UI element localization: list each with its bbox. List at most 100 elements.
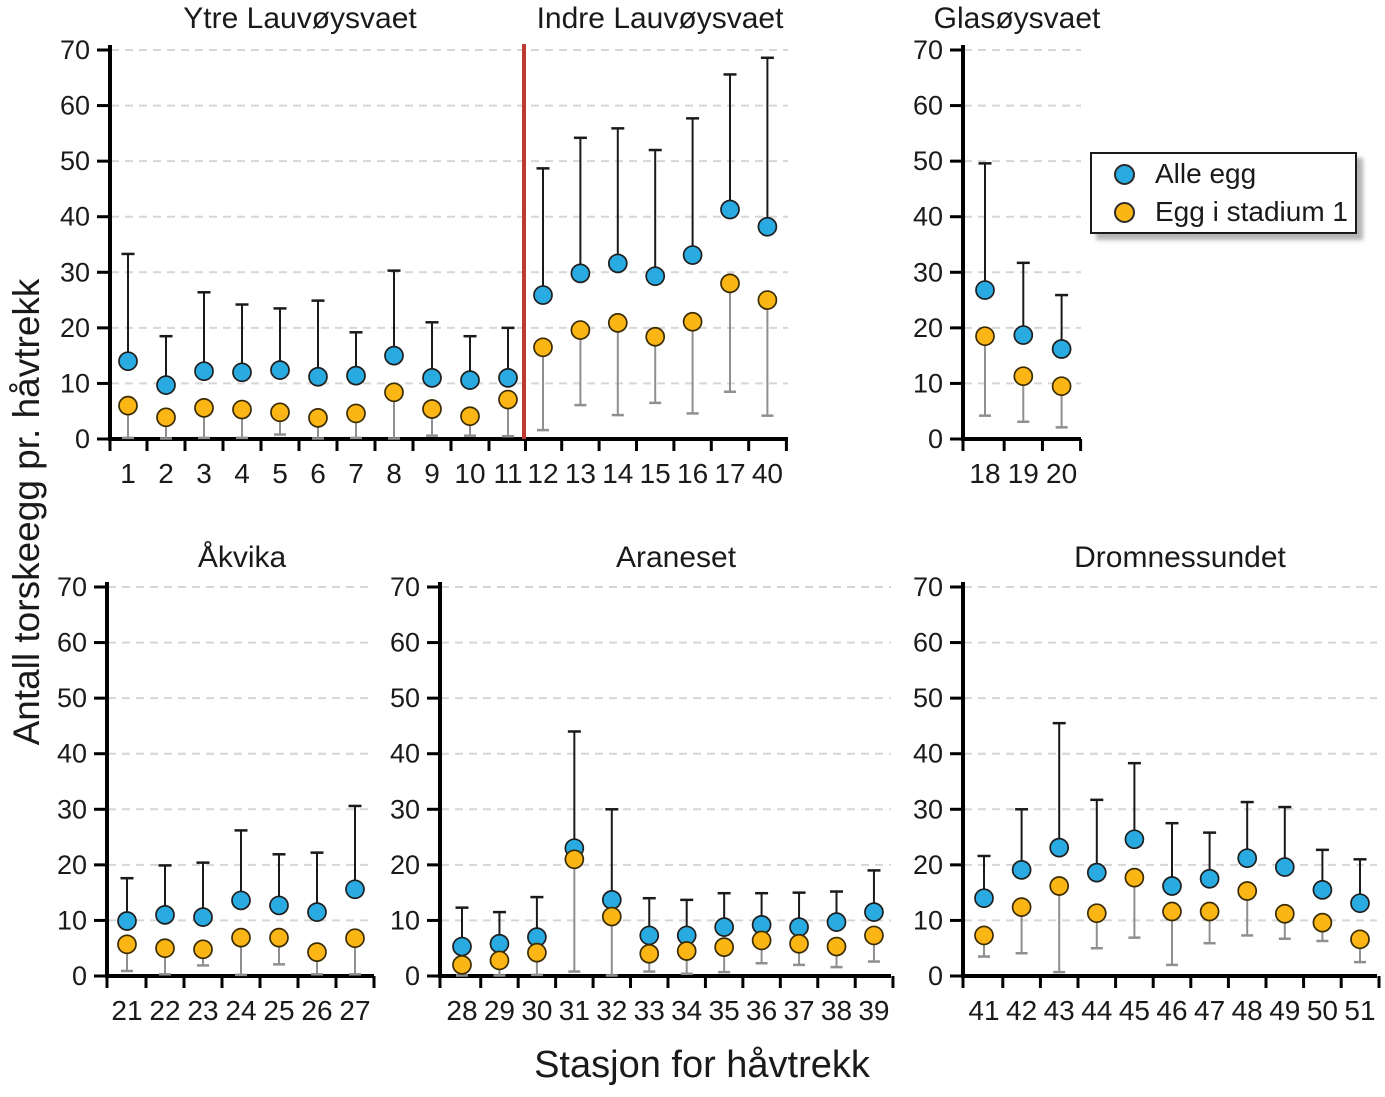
y-tick-label: 30 [60, 257, 90, 287]
x-tick-label: 44 [1081, 995, 1112, 1026]
egg-stadium-1-marker [452, 955, 472, 975]
y-tick-label: 70 [913, 572, 943, 602]
egg-stadium-1-marker [682, 311, 703, 332]
alle-egg-marker [645, 266, 666, 287]
egg-stadium-1-marker [1199, 901, 1220, 922]
egg-stadium-1-marker [269, 927, 289, 948]
legend-row-alle-egg: Alle egg [1092, 158, 1355, 190]
egg-stadium-1-marker [384, 382, 404, 403]
egg-stadium-1-marker [714, 937, 735, 957]
alle-egg-marker [570, 263, 591, 284]
alle-egg-marker [307, 902, 327, 922]
y-tick-label: 10 [390, 905, 420, 935]
egg-stadium-1-marker [533, 337, 553, 358]
egg-stadium-1-marker [422, 399, 442, 419]
x-tick-label: 34 [671, 995, 702, 1026]
alle-egg-marker [117, 911, 137, 931]
x-tick-label: 35 [709, 995, 740, 1026]
x-tick-label: 24 [225, 995, 256, 1026]
y-tick-label: 50 [57, 683, 87, 713]
alle-egg-marker [1124, 829, 1145, 850]
egg-stadium-1-marker [1312, 912, 1333, 933]
egg-stadium-1-marker [118, 395, 138, 416]
egg-stadium-1-marker [1274, 903, 1295, 924]
y-tick-label: 10 [913, 368, 943, 398]
alle-egg-marker [1011, 860, 1032, 880]
x-tick-label: 41 [968, 995, 999, 1026]
y-tick-label: 60 [57, 628, 87, 658]
y-tick-label: 30 [57, 794, 87, 824]
panel-title-indre-lauvoysvaet: Indre Lauvøysvaet [536, 2, 784, 35]
y-tick-label: 40 [60, 202, 90, 232]
alle-egg-marker [1051, 339, 1072, 359]
egg-stadium-1-marker [346, 403, 366, 424]
x-tick-label: 47 [1194, 995, 1225, 1026]
x-tick-label: 1 [120, 458, 136, 489]
alle-egg-marker [232, 362, 252, 383]
x-tick-label: 18 [969, 458, 1000, 489]
egg-stadium-1-marker [1013, 366, 1034, 387]
alle-egg-marker [533, 285, 553, 305]
y-tick-label: 0 [405, 961, 420, 991]
x-tick-label: 38 [821, 995, 852, 1026]
y-tick-label: 40 [913, 739, 943, 769]
x-tick-label: 7 [348, 458, 364, 489]
y-tick-label: 50 [60, 146, 90, 176]
egg-stadium-1-marker [570, 320, 591, 340]
alle-egg-marker [974, 888, 994, 909]
egg-stadium-1-marker [607, 313, 628, 333]
egg-stadium-1-marker [1049, 876, 1070, 896]
x-tick-label: 45 [1119, 995, 1150, 1026]
alle-egg-marker [156, 375, 176, 395]
alle-egg-marker [489, 933, 510, 954]
egg-stadium-1-marker [639, 943, 660, 964]
x-tick-label: 4 [234, 458, 250, 489]
egg-stadium-1-marker [864, 925, 884, 946]
x-tick-label: 11 [493, 458, 522, 489]
egg-stadium-1-swatch-icon [1114, 201, 1135, 223]
x-tick-label: 48 [1232, 995, 1263, 1026]
x-tick-label: 26 [301, 995, 332, 1026]
x-tick-label: 14 [602, 458, 633, 489]
egg-stadium-1-marker [720, 273, 740, 294]
alle-egg-marker [194, 361, 214, 382]
egg-stadium-1-marker [974, 925, 994, 946]
alle-egg-marker [1049, 837, 1070, 858]
alle-egg-marker [452, 936, 472, 957]
egg-stadium-1-marker [307, 942, 327, 962]
x-tick-label: 19 [1008, 458, 1039, 489]
y-tick-label: 10 [57, 905, 87, 935]
y-tick-label: 60 [913, 91, 943, 121]
egg-stadium-1-marker [308, 408, 328, 428]
alle-egg-marker [498, 368, 518, 388]
x-tick-label: 5 [272, 458, 288, 489]
x-tick-label: 31 [559, 995, 590, 1026]
egg-stadium-1-marker [1350, 929, 1370, 950]
y-tick-label: 30 [390, 794, 420, 824]
y-tick-label: 30 [913, 794, 943, 824]
egg-stadium-1-marker [1051, 376, 1072, 397]
x-tick-label: 29 [484, 995, 515, 1026]
y-tick-label: 40 [913, 202, 943, 232]
egg-stadium-1-marker [676, 941, 697, 961]
egg-stadium-1-marker [193, 939, 213, 960]
x-tick-label: 22 [149, 995, 180, 1026]
alle-egg-marker [601, 890, 622, 910]
alle-egg-marker [607, 253, 628, 274]
alle-egg-marker [270, 360, 290, 380]
egg-stadium-1-marker [155, 938, 175, 959]
egg-stadium-1-marker [117, 934, 137, 955]
y-tick-label: 20 [390, 850, 420, 880]
egg-stadium-1-marker [232, 399, 252, 420]
y-tick-label: 70 [57, 572, 87, 602]
egg-stadium-1-marker [601, 906, 622, 927]
x-tick-label: 13 [565, 458, 596, 489]
x-axis-title: Stasjon for håvtrekk [534, 1044, 870, 1086]
y-tick-label: 10 [913, 905, 943, 935]
egg-stadium-1-marker [231, 927, 251, 948]
x-tick-label: 21 [111, 995, 142, 1026]
egg-stadium-1-marker [270, 402, 290, 423]
egg-stadium-1-marker [757, 290, 778, 310]
y-tick-label: 70 [390, 572, 420, 602]
